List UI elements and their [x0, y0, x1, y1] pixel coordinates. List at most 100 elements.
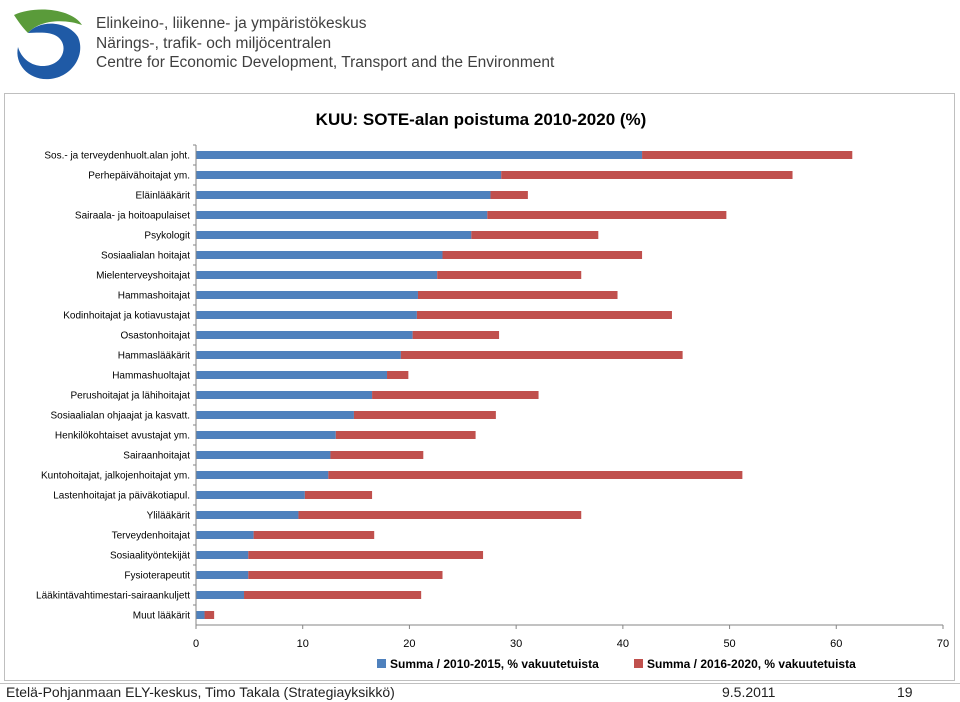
bar-segment-series2 [442, 251, 643, 259]
footer-date: 9.5.2011 [722, 684, 776, 700]
org-name-sv: Närings-, trafik- och miljöcentralen [96, 34, 332, 52]
category-label: Terveydenhoitajat [112, 531, 191, 542]
bar-segment-series2 [487, 211, 727, 219]
category-label: Hammashuoltajat [112, 371, 190, 382]
bars-group [196, 151, 853, 619]
chart-title: KUU: SOTE-alan poistuma 2010-2020 (%) [316, 110, 647, 129]
category-label: Sosiaalityöntekijät [110, 551, 190, 562]
bar-segment-series2 [330, 451, 424, 459]
legend-label-series1: Summa / 2010-2015, % vakuutetuista [390, 657, 599, 671]
x-tick-label: 40 [617, 638, 629, 650]
org-name-fi: Elinkeino-, liikenne- ja ympäristökeskus [96, 15, 367, 32]
legend-swatch-series1 [377, 659, 386, 668]
category-labels-group: Sos.- ja terveydenhuolt.alan joht. Perhep… [36, 144, 196, 622]
bar-segment-series2 [501, 171, 793, 179]
x-tick-label: 50 [723, 638, 735, 650]
header: Elinkeino-, liikenne- ja ympäristökeskus… [0, 0, 960, 88]
bar-segment-series2 [412, 331, 500, 339]
category-label: Ylilääkärit [147, 511, 191, 522]
category-label: Sos.- ja terveydenhuolt.alan joht. [44, 151, 190, 162]
legend-label-series2: Summa / 2016-2020, % vakuutetuista [647, 657, 856, 671]
category-label: Henkilökohtaiset avustajat ym. [55, 431, 190, 442]
bar-segment-series1 [196, 591, 245, 599]
bar-segment-series1 [196, 571, 249, 579]
category-label: Hammashoitajat [118, 291, 190, 302]
bar-segment-series1 [196, 611, 205, 619]
bar-segment-series1 [196, 151, 643, 159]
bar-segment-series1 [196, 471, 329, 479]
footer-source: Etelä-Pohjanmaan ELY-keskus, Timo Takala… [6, 684, 395, 700]
bar-segment-series1 [196, 351, 401, 359]
bar-segment-series2 [244, 591, 422, 599]
x-ticks-group: 0 10 20 30 40 50 60 70 [193, 625, 949, 650]
bar-segment-series1 [196, 231, 472, 239]
bar-segment-series2 [253, 531, 375, 539]
bar-segment-series2 [372, 391, 539, 399]
bar-segment-series1 [196, 531, 254, 539]
bar-segment-series2 [298, 511, 582, 519]
bar-segment-series2 [417, 291, 618, 299]
footer-page-number: 19 [897, 684, 913, 700]
bar-segment-series1 [196, 331, 413, 339]
bar-segment-series1 [196, 511, 299, 519]
bar-segment-series2 [416, 311, 672, 319]
category-label: Eläinlääkärit [136, 191, 191, 202]
bar-segment-series2 [400, 351, 683, 359]
footer: Etelä-Pohjanmaan ELY-keskus, Timo Takala… [0, 683, 960, 702]
bar-segment-series2 [353, 411, 496, 419]
x-tick-label: 30 [510, 638, 522, 650]
bar-segment-series2 [642, 151, 853, 159]
bar-segment-series1 [196, 431, 336, 439]
category-label: Sosiaalialan hoitajat [101, 251, 190, 262]
bar-segment-series1 [196, 371, 388, 379]
legend-swatch-series2 [634, 659, 643, 668]
category-label: Sairaala- ja hoitoapulaiset [75, 211, 190, 222]
category-label: Psykologit [144, 231, 190, 242]
category-label: Lastenhoitajat ja päiväkotiapul. [53, 491, 190, 502]
category-label: Sosiaalialan ohjaajat ja kasvatt. [50, 411, 190, 422]
x-tick-label: 10 [297, 638, 309, 650]
bar-segment-series2 [437, 271, 582, 279]
bar-segment-series2 [248, 551, 484, 559]
category-label: Sairaanhoitajat [123, 451, 190, 462]
category-label: Kodinhoitajat ja kotiavustajat [63, 311, 190, 322]
bar-segment-series1 [196, 451, 331, 459]
ely-logo-icon [14, 9, 82, 80]
bar-segment-series2 [490, 191, 528, 199]
bar-segment-series2 [471, 231, 599, 239]
bar-segment-series1 [196, 171, 502, 179]
bar-segment-series2 [387, 371, 409, 379]
x-tick-label: 0 [193, 638, 199, 650]
bar-segment-series1 [196, 551, 249, 559]
bar-segment-series2 [248, 571, 443, 579]
category-label: Fysioterapeutit [124, 571, 190, 582]
bar-segment-series1 [196, 211, 488, 219]
bar-segment-series1 [196, 391, 373, 399]
bar-segment-series1 [196, 411, 354, 419]
bar-segment-series2 [204, 611, 215, 619]
category-label: Mielenterveyshoitajat [96, 271, 190, 282]
chart-frame [4, 93, 955, 681]
category-label: Lääkintävahtimestari-sairaankuljett [36, 591, 190, 602]
bar-segment-series1 [196, 191, 491, 199]
logo-green-leaf [14, 9, 82, 34]
x-tick-label: 70 [937, 638, 949, 650]
x-tick-label: 20 [403, 638, 415, 650]
bar-segment-series1 [196, 491, 305, 499]
category-label: Perushoitajat ja lähihoitajat [70, 391, 190, 402]
category-label: Perhepäivähoitajat ym. [88, 171, 190, 182]
bar-segment-series1 [196, 271, 438, 279]
category-label: Hammaslääkärit [118, 351, 190, 362]
bar-segment-series1 [196, 251, 443, 259]
category-label: Muut lääkärit [133, 611, 190, 622]
category-label: Osastonhoitajat [121, 331, 191, 342]
footer-divider [0, 683, 960, 684]
bar-segment-series2 [328, 471, 743, 479]
bar-segment-series2 [335, 431, 476, 439]
bar-segment-series1 [196, 291, 418, 299]
bar-segment-series2 [304, 491, 373, 499]
logo-blue-swirl [17, 23, 81, 80]
category-label: Kuntohoitajat, jalkojenhoitajat ym. [41, 471, 190, 482]
legend: Summa / 2010-2015, % vakuutetuista Summa … [377, 657, 856, 671]
